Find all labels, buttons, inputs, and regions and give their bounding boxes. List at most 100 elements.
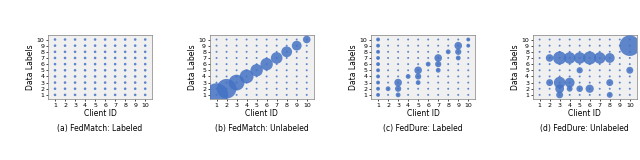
Point	[443, 38, 453, 41]
Point	[443, 94, 453, 96]
Point	[614, 38, 625, 41]
Point	[554, 81, 564, 84]
Point	[383, 69, 393, 72]
Point	[100, 57, 110, 59]
Point	[625, 44, 635, 47]
Text: (d) FedDure: Unlabeled: (d) FedDure: Unlabeled	[540, 124, 629, 132]
Point	[584, 44, 595, 47]
Point	[262, 57, 272, 59]
Point	[100, 75, 110, 78]
Point	[90, 44, 100, 47]
Point	[130, 69, 140, 72]
Point	[252, 69, 262, 72]
Point	[292, 75, 302, 78]
Point	[463, 38, 474, 41]
Point	[232, 81, 242, 84]
Point	[625, 44, 635, 47]
Point	[433, 57, 444, 59]
Point	[262, 44, 272, 47]
Point	[433, 69, 444, 72]
Point	[554, 57, 564, 59]
Point	[625, 75, 635, 78]
Point	[120, 63, 131, 65]
Point	[100, 94, 110, 96]
Point	[545, 88, 555, 90]
Point	[282, 69, 292, 72]
Point	[403, 75, 413, 78]
Point	[453, 51, 463, 53]
Point	[564, 38, 575, 41]
Point	[393, 94, 403, 96]
Point	[453, 81, 463, 84]
Point	[90, 75, 100, 78]
Point	[383, 57, 393, 59]
Point	[100, 38, 110, 41]
Point	[393, 69, 403, 72]
Point	[130, 88, 140, 90]
Point	[60, 75, 70, 78]
Point	[413, 75, 423, 78]
Point	[564, 88, 575, 90]
Point	[80, 69, 90, 72]
Point	[564, 94, 575, 96]
Point	[130, 75, 140, 78]
Point	[60, 81, 70, 84]
Point	[545, 94, 555, 96]
Point	[584, 94, 595, 96]
Point	[110, 94, 120, 96]
Point	[70, 88, 80, 90]
Point	[575, 88, 585, 90]
Y-axis label: Data Labels: Data Labels	[349, 44, 358, 90]
Point	[241, 57, 252, 59]
Point	[110, 75, 120, 78]
Point	[373, 44, 383, 47]
Point	[423, 44, 433, 47]
Point	[534, 63, 545, 65]
Point	[554, 88, 564, 90]
Point	[534, 51, 545, 53]
Point	[232, 57, 242, 59]
Point	[403, 81, 413, 84]
Point	[221, 38, 232, 41]
Point	[232, 94, 242, 96]
Point	[423, 88, 433, 90]
Point	[282, 51, 292, 53]
Point	[120, 51, 131, 53]
Point	[140, 94, 150, 96]
Point	[282, 38, 292, 41]
Point	[433, 63, 444, 65]
Point	[262, 69, 272, 72]
Point	[221, 57, 232, 59]
Point	[453, 88, 463, 90]
Point	[211, 88, 221, 90]
Point	[60, 57, 70, 59]
Point	[292, 63, 302, 65]
Point	[453, 51, 463, 53]
Point	[393, 57, 403, 59]
Point	[433, 88, 444, 90]
Point	[301, 57, 312, 59]
Point	[373, 69, 383, 72]
Point	[383, 51, 393, 53]
Point	[60, 69, 70, 72]
Point	[373, 81, 383, 84]
Point	[301, 94, 312, 96]
Point	[301, 81, 312, 84]
Point	[241, 69, 252, 72]
Point	[130, 51, 140, 53]
Point	[383, 38, 393, 41]
Point	[60, 63, 70, 65]
Point	[393, 81, 403, 84]
Point	[211, 57, 221, 59]
Point	[443, 69, 453, 72]
Point	[271, 81, 282, 84]
Point	[90, 63, 100, 65]
Text: (c) FedDure: Labeled: (c) FedDure: Labeled	[383, 124, 463, 132]
Point	[545, 69, 555, 72]
Point	[120, 69, 131, 72]
Point	[393, 38, 403, 41]
Point	[301, 38, 312, 41]
Point	[605, 38, 615, 41]
Point	[292, 38, 302, 41]
Point	[90, 51, 100, 53]
